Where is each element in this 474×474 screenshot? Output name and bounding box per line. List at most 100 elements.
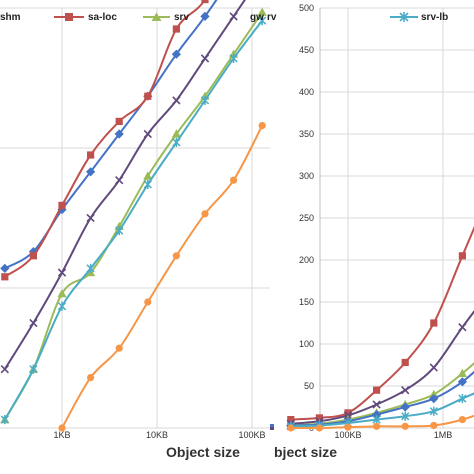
left-point-4-5 [143, 179, 152, 189]
left-point-5-3 [144, 298, 152, 306]
right-point-0-6 [458, 252, 466, 260]
left-point-3-1 [29, 318, 38, 328]
left-line-5 [61, 125, 264, 429]
right-point-4-6 [458, 394, 467, 404]
right-y-tick-50: 50 [304, 381, 314, 391]
left-point-1-6 [172, 25, 180, 33]
left-point-4-6 [172, 137, 181, 147]
left-point-1-0 [1, 273, 9, 281]
right-point-0-3 [372, 386, 381, 394]
left-point-1-3 [86, 151, 95, 159]
right-point-3-4 [400, 402, 410, 412]
right-line-1 [290, 310, 474, 425]
left-point-4-3 [86, 263, 95, 273]
right-x-axis-title: bject size [274, 444, 337, 460]
left-point-5-2 [115, 344, 123, 352]
right-x-tick-1mb: 1MB [434, 430, 453, 440]
left-point-3-3 [86, 213, 95, 223]
right-y-tick-400: 400 [299, 87, 314, 97]
left-line-3 [3, 0, 246, 370]
right-point-5-3 [372, 422, 381, 430]
right-x-tick-100kb: 100KB [334, 430, 361, 440]
left-point-5-0 [58, 424, 66, 432]
right-y-tick-500: 500 [299, 3, 314, 13]
legend-marker-sa-loc [65, 13, 73, 21]
right-x-ticks: 100KB 1MB [334, 430, 452, 440]
legend-label-shm: shm [0, 12, 21, 23]
left-x-tick-10kb: 10KB [146, 430, 168, 440]
left-series-rv [0, 16, 267, 425]
right-y-tick-150: 150 [299, 297, 314, 307]
right-y-tick-450: 450 [299, 45, 314, 55]
legend-marker-srv [151, 12, 162, 21]
legend-label-rv: rv [267, 12, 277, 23]
left-line-0 [4, 0, 218, 270]
left-point-5-6 [229, 176, 238, 184]
left-series-gw [0, 0, 246, 374]
right-point-1-3 [372, 400, 381, 409]
left-point-1-1 [29, 252, 38, 260]
left-point-0-7 [200, 11, 210, 21]
right-point-0-0 [287, 416, 295, 424]
left-point-5-5 [201, 210, 209, 218]
legend-label-srv: srv [174, 12, 189, 23]
right-gridlines [319, 7, 474, 429]
left-point-5-7 [258, 122, 266, 130]
right-point-1-6 [458, 323, 467, 332]
left-legend: shm sa-loc srv gw rv [0, 12, 277, 23]
left-point-4-2 [57, 301, 67, 311]
left-line-2 [3, 11, 264, 421]
left-point-3-6 [172, 96, 181, 105]
right-point-5-0 [287, 424, 295, 432]
left-edge-marker-a [270, 424, 274, 428]
right-point-5-6 [458, 416, 466, 424]
left-x-ticks: 1KB 10KB 100KB [53, 430, 265, 440]
legend-label-srv-lb: srv-lb [421, 12, 448, 23]
left-point-1-7 [201, 0, 209, 4]
left-point-0-0 [0, 263, 10, 273]
left-series-shm [0, 0, 218, 273]
left-point-3-8 [229, 12, 238, 21]
left-point-4-1 [29, 364, 38, 374]
left-chart: 1KB 10KB 100KB shm sa-loc srv gw rv Obje… [0, 0, 277, 460]
left-edge-marker-b [270, 427, 274, 430]
left-series-group [0, 0, 274, 432]
left-gridlines [0, 7, 270, 429]
left-point-4-4 [115, 226, 124, 236]
right-point-0-1 [315, 414, 324, 422]
right-point-0-5 [430, 319, 438, 327]
left-series-srv [0, 7, 267, 424]
left-point-5-4 [172, 252, 180, 260]
left-point-5-1 [86, 374, 95, 382]
left-point-3-2 [57, 268, 67, 277]
right-y-tick-200: 200 [299, 255, 314, 265]
right-y-tick-100: 100 [299, 339, 314, 349]
right-point-1-4 [401, 386, 410, 395]
right-point-2-6 [457, 368, 467, 377]
left-point-1-5 [144, 92, 152, 100]
left-line-1 [4, 0, 206, 278]
right-series-unlabeled-1 [286, 310, 474, 428]
right-point-4-4 [401, 411, 410, 421]
legend-label-sa-loc: sa-loc [88, 12, 117, 23]
right-point-0-2 [344, 409, 352, 417]
left-x-tick-100kb: 100KB [238, 430, 265, 440]
left-point-0-3 [85, 167, 96, 177]
right-series-unlabeled-0 [287, 225, 474, 424]
left-x-axis-title: Object size [166, 444, 240, 460]
right-series-group [286, 225, 474, 432]
right-legend: srv-lb [390, 12, 448, 23]
left-series-sa-loc [1, 0, 209, 281]
right-point-5-2 [344, 423, 352, 431]
left-x-tick-1kb: 1KB [53, 430, 70, 440]
right-point-0-4 [401, 358, 409, 367]
right-point-5-5 [430, 421, 438, 430]
left-point-4-7 [200, 95, 210, 105]
legend-marker-srv-lb [399, 12, 409, 22]
left-point-2-5 [143, 171, 153, 180]
right-point-3-6 [457, 377, 467, 387]
right-point-4-3 [372, 415, 381, 425]
left-point-1-4 [115, 117, 123, 125]
